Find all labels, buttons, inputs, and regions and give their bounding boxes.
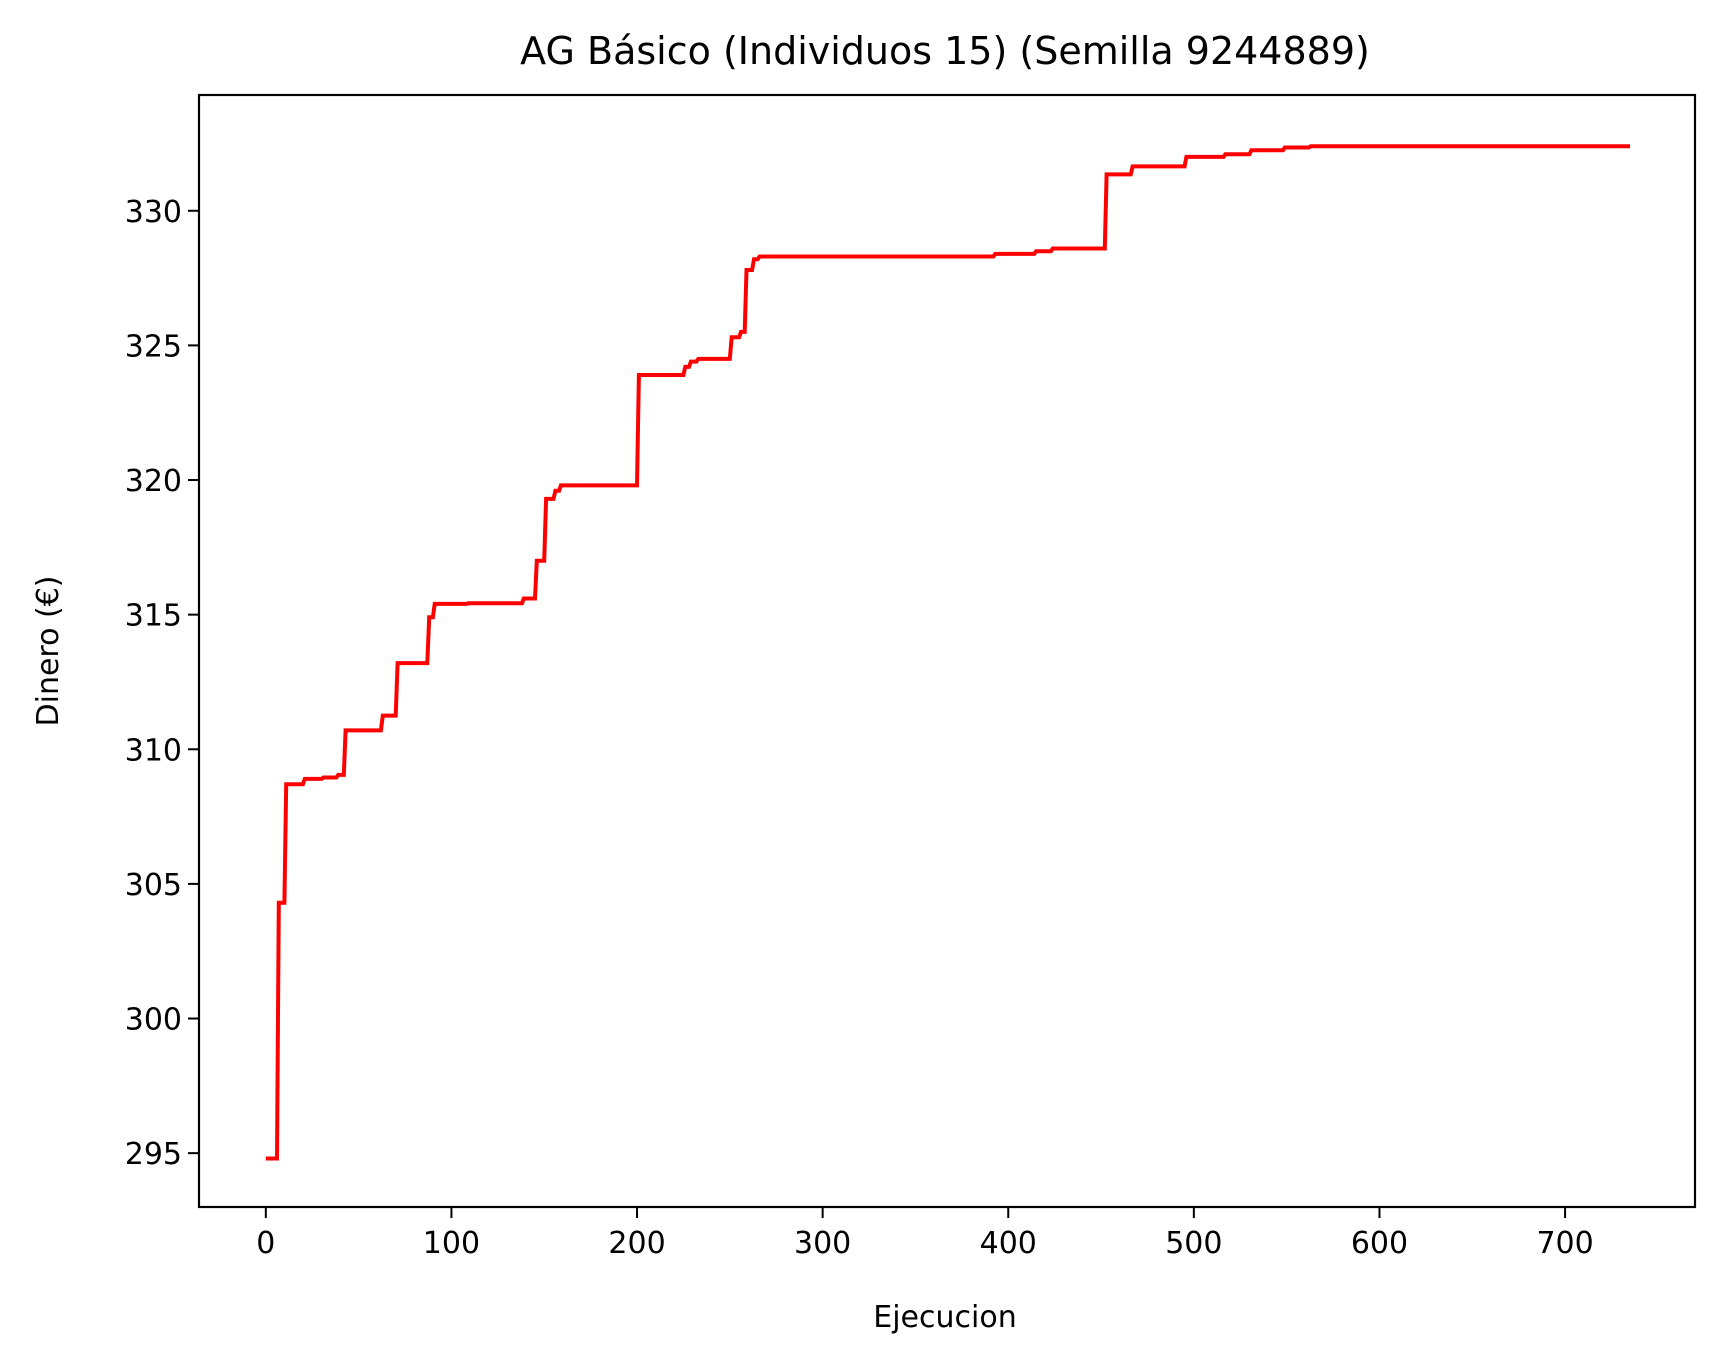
y-tick-label: 310	[125, 733, 182, 768]
y-tick-label: 300	[125, 1003, 182, 1038]
x-axis-label: Ejecucion	[873, 1300, 1016, 1335]
x-tick-label: 400	[980, 1226, 1037, 1261]
x-tick-label: 600	[1351, 1226, 1408, 1261]
x-axis-ticks: 0 100 200 300 400 500 600 700	[256, 1207, 1594, 1261]
series-layer	[265, 144, 1630, 1161]
x-tick-label: 100	[423, 1226, 480, 1261]
y-tick-label: 320	[125, 464, 182, 499]
x-tick-label: 700	[1536, 1226, 1593, 1261]
x-tick-label: 0	[256, 1226, 275, 1261]
y-tick-label: 305	[125, 868, 182, 903]
x-tick-label: 200	[608, 1226, 665, 1261]
plot-area-frame	[197, 93, 1697, 1209]
y-tick-label: 295	[125, 1137, 182, 1172]
y-tick-label: 325	[125, 329, 182, 364]
series-line	[265, 144, 1630, 1161]
y-tick-label: 315	[125, 599, 182, 634]
y-axis-ticks: 295 300 305 310 315 320 325 330	[125, 195, 199, 1172]
y-tick-label: 330	[125, 195, 182, 230]
y-axis-label: Dinero (€)	[31, 576, 66, 727]
chart-title: AG Básico (Individuos 15) (Semilla 92448…	[520, 29, 1370, 73]
x-tick-label: 500	[1165, 1226, 1222, 1261]
x-tick-label: 300	[794, 1226, 851, 1261]
